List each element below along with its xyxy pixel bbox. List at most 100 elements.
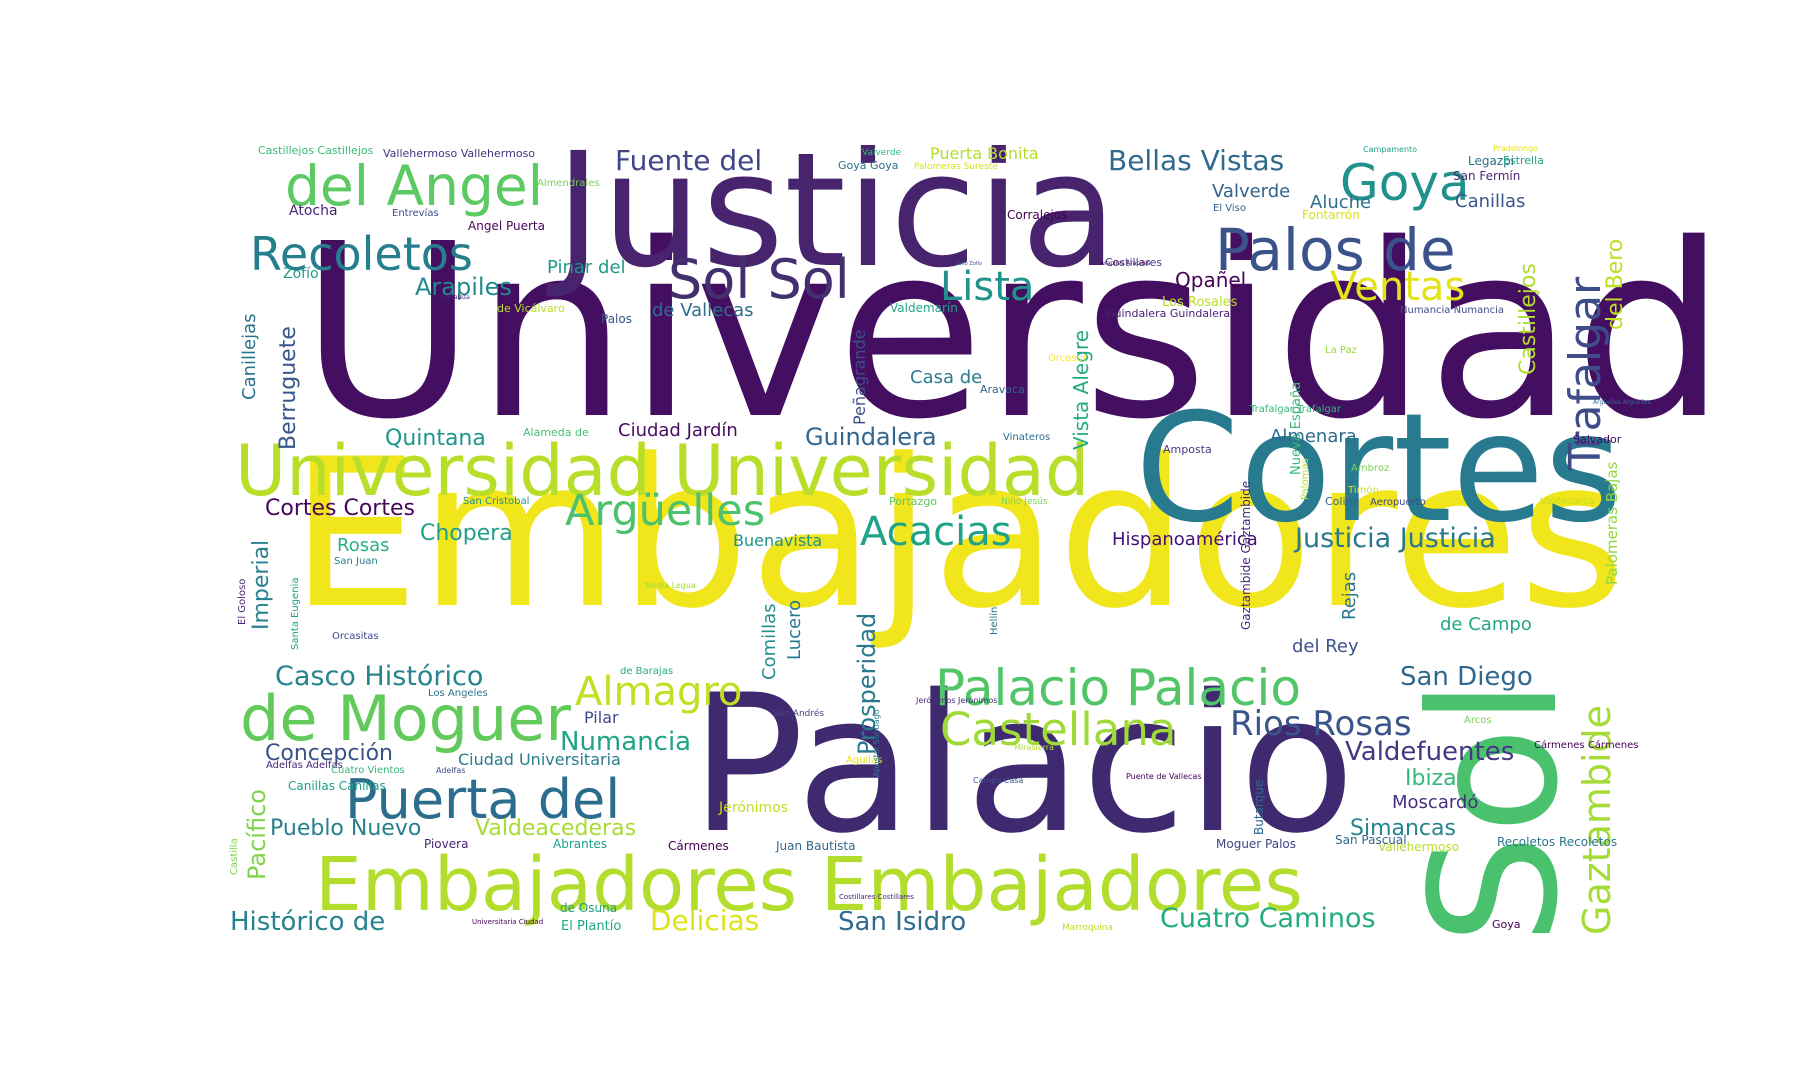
word-canillas: Canillas (1455, 191, 1525, 212)
word-del-angel: del Angel (285, 154, 543, 218)
word-legazpi: Legazpi (1468, 154, 1514, 168)
word-san-fermin: San Fermín (1453, 169, 1520, 183)
word-pacifico: Pacífico (243, 789, 271, 880)
word-san-pascual: San Pascual (1335, 833, 1407, 847)
word-colina: Colina (1325, 495, 1359, 508)
word-san-diego: San Diego (1400, 662, 1533, 692)
word-campamento: Campamento (1363, 145, 1417, 154)
word-campo-casa: Campo Casa (973, 776, 1023, 785)
word-corralejos: Corralejos (1007, 208, 1067, 222)
word-goya: Goya (1492, 918, 1521, 931)
word-canillas-canillas: Canillas Canillas (288, 779, 386, 793)
word-abrantes: Abrantes (553, 837, 607, 851)
word-opanel: Opañel (1175, 268, 1246, 292)
word-el-goloso: El Goloso (237, 579, 248, 625)
word-estrella: Estrella (1503, 154, 1544, 167)
word-de-vicalvaro: de Vicálvaro (497, 302, 565, 315)
word-fuente-del: Fuente del (615, 144, 762, 177)
word-valdeacederas: Valdeacederas (475, 816, 636, 841)
word-hortaleza: Hortaleza (441, 294, 470, 301)
word-de-osuna: de Osuna (560, 901, 617, 915)
word-pilar: Pilar (584, 708, 619, 727)
word-puerta-bonita: Puerta Bonita (930, 144, 1039, 163)
word-aluche: Aluche (1310, 192, 1371, 213)
word-bellas-vistas: Bellas Vistas (1108, 144, 1284, 177)
word-timon: Timón (1347, 484, 1379, 496)
word-nueva-espana: Nueva España (1289, 382, 1304, 475)
word-prosperidad: Prosperidad (853, 613, 881, 755)
word-historico-de: Histórico de (230, 907, 385, 937)
word-castillejos: Castillejos (1516, 263, 1541, 375)
word-aguilas: Águilas (846, 753, 882, 766)
word-del-bero: del Bero (1603, 239, 1628, 330)
word-moguer-palos: Moguer Palos (1216, 837, 1296, 851)
word-adelfas-adelfas: Adelfas Adelfas (266, 760, 343, 771)
word-atocha: Atocha (289, 203, 338, 219)
word-arguelles: Argüelles (565, 486, 765, 536)
word-ibiza: Ibiza (1405, 766, 1457, 791)
word-buenavista: Buenavista (733, 531, 822, 550)
word-pinar-del: Pinar del (547, 257, 626, 278)
word-el-plantio: El Plantío (561, 919, 621, 934)
word-jeronimos: Jerónimos (718, 800, 788, 816)
word-lista: Lista (940, 264, 1034, 310)
word-palomeras-bajas: Palomeras Bajas (1603, 461, 1621, 585)
word-cortes: Cortes (1135, 382, 1622, 556)
word-castillejos-castillejos: Castillejos Castillejos (258, 144, 374, 157)
word-zofio-zofio: Zofío Zofío (955, 260, 982, 267)
word-palos-de: Palos de (1215, 216, 1456, 284)
word-penagrande: Peñagrande (850, 329, 869, 425)
word-justicia: Justicia (546, 119, 1118, 303)
word-san-cristobal: San Cristobal (463, 496, 529, 507)
word-universitaria-ciudad: Universitaria Ciudad (472, 918, 543, 926)
word-zofio: Zofío (283, 266, 319, 282)
word-piovera: Piovera (424, 837, 468, 851)
word-embajadores-embajadores: Embajadores Embajadores (315, 842, 1303, 928)
word-el-viso: El Viso (1213, 203, 1246, 214)
word-rejas: Rejas (1339, 572, 1360, 620)
word-recoletos-recoletos: Recoletos Recoletos (1497, 835, 1617, 849)
word-orcasitas: Orcasitas (332, 631, 379, 642)
word-valdemarin: Valdemarín (890, 301, 958, 315)
word-trafalgar-trafalgar: Trafalgar Trafalgar (1249, 404, 1342, 415)
word-canillejas: Canillejas (239, 314, 260, 401)
word-entrevias: Entrevías (392, 207, 439, 219)
word-hellin: Hellín (988, 607, 1000, 635)
word-amposta: Amposta (1163, 443, 1212, 456)
word-arapiles: Arapiles (415, 273, 512, 301)
word-valdefuentes: Valdefuentes (1345, 737, 1514, 767)
word-sol: Sol (1394, 678, 1597, 945)
word-juan-bautista: Juan Bautista (775, 839, 855, 853)
word-fontarron: Fontarrón (1302, 208, 1360, 222)
word-marroquina: Marroquina (1062, 923, 1113, 933)
word-palos: Palos (601, 312, 632, 326)
word-palacio: Palacio (690, 654, 1355, 875)
word-costillares: Costillares (1105, 256, 1162, 269)
word-cortes-cortes: Cortes Cortes (265, 496, 415, 521)
word-los-rosales: Los Rosales (1162, 295, 1238, 310)
word-trafalgar: Trafalgar (1560, 276, 1611, 471)
word-valverde: Valverde (862, 148, 902, 158)
word-media-legua: Media Legua (645, 581, 696, 590)
word-pradolongo: Pradolongo (1493, 144, 1538, 153)
word-valdezarza: Valdezarza (1540, 496, 1594, 507)
word-de-barajas: de Barajas (620, 666, 673, 677)
word-simancas: Simancas (1350, 816, 1456, 841)
word-imperial: Imperial (249, 540, 274, 630)
word-ciudad-universitaria: Ciudad Universitaria (458, 750, 621, 769)
word-rios-rosas: Rios Rosas (1230, 704, 1412, 744)
word-portazgo: Portazgo (889, 495, 937, 508)
word-la-paz: La Paz (1325, 345, 1357, 356)
word-castellana: Castellana (940, 703, 1176, 756)
word-angel-puerta: Angel Puerta (468, 219, 545, 233)
word-san-isidro: San Isidro (838, 907, 966, 937)
word-apostol-santiago: Apostol Santiago (872, 709, 881, 777)
word-berruguete: Berruguete (276, 326, 301, 450)
word-embajadores: Embajadores (290, 416, 1626, 654)
word-vista-alegre: Vista Alegre (1069, 330, 1093, 450)
word-almendrales: Almendrales (537, 178, 600, 189)
word-adelfas: Adelfas (436, 766, 465, 775)
word-santa-eugenia: Santa Eugenia (290, 578, 301, 650)
word-acacias: Acacias (860, 509, 1012, 555)
word-gaztambide-gaztambide: Gaztambide Gaztambide (1239, 481, 1253, 630)
